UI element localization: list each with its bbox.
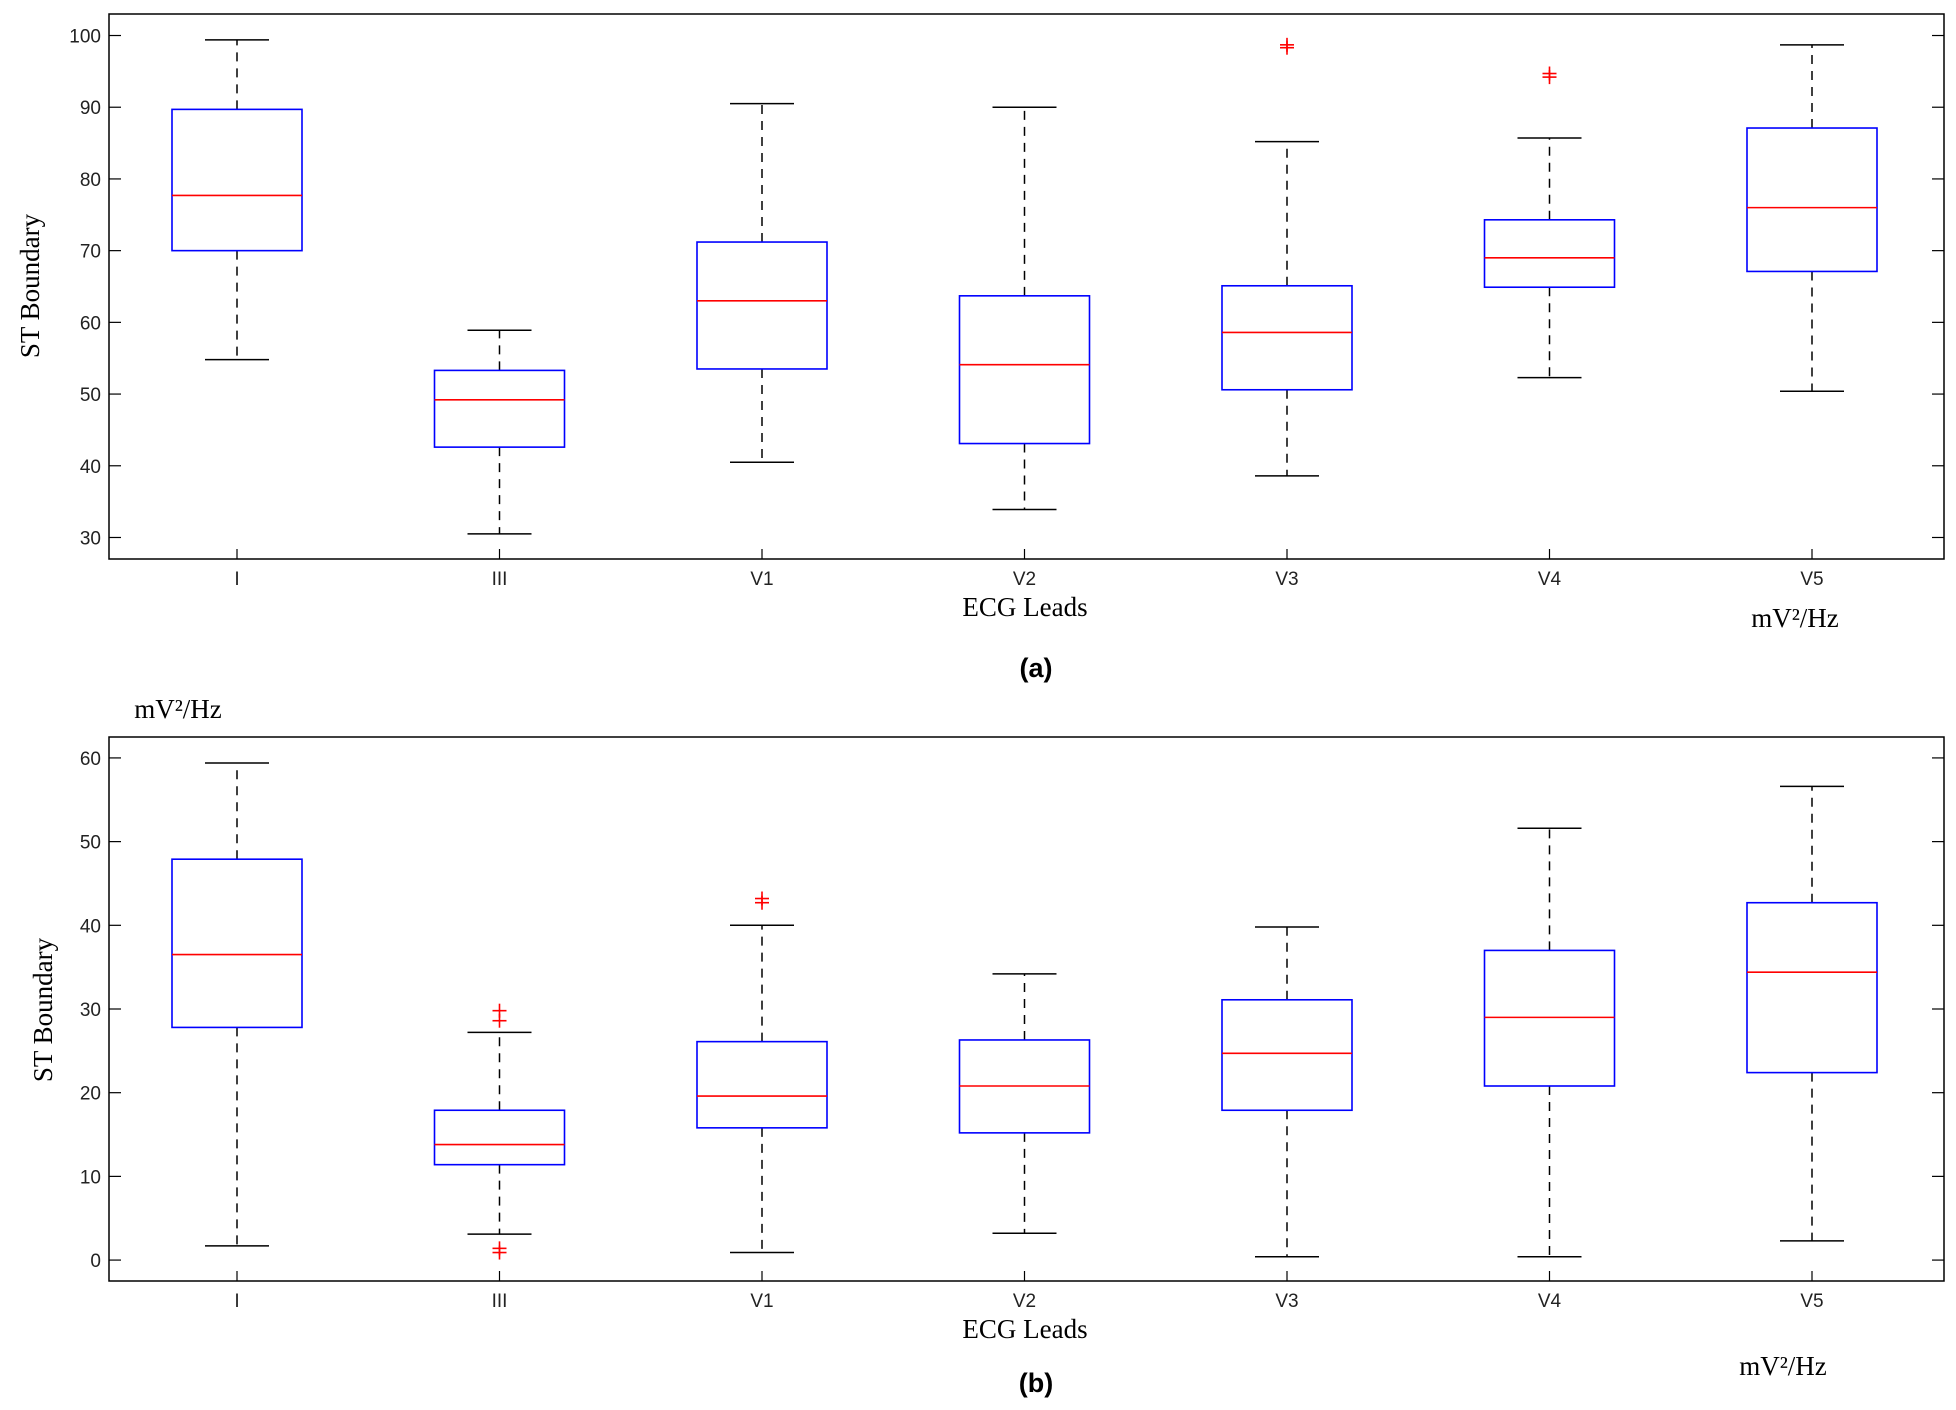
- y-tick-label: 80: [80, 170, 101, 191]
- y-tick-label: 40: [80, 916, 101, 937]
- outlier-marker: [1280, 37, 1294, 52]
- y-axis-label-a: ST Boundary: [15, 213, 45, 358]
- outlier-marker: [492, 1003, 507, 1018]
- iqr-box: [433, 1109, 566, 1166]
- x-tick-label: III: [492, 569, 508, 590]
- y-tick-label: 50: [80, 385, 101, 406]
- box-v1: [696, 891, 828, 1254]
- x-tick-label: V2: [1013, 1291, 1036, 1312]
- x-tick-label: I: [234, 569, 239, 590]
- x-tick-label: V5: [1800, 1291, 1823, 1312]
- panel-tag-b: (b): [1019, 1368, 1053, 1398]
- unit-label-b-top: mV²/Hz: [134, 694, 222, 724]
- y-tick-label: 20: [80, 1084, 101, 1105]
- x-tick-label: V4: [1538, 1291, 1562, 1312]
- box-i: [171, 39, 303, 361]
- outlier-marker: [755, 891, 769, 906]
- box-iii: [433, 1003, 566, 1260]
- iqr-box: [1221, 998, 1353, 1112]
- y-tick-label: 50: [80, 833, 101, 854]
- y-tick-label: 90: [80, 98, 101, 119]
- x-tick-label: V5: [1800, 569, 1823, 590]
- box-v1: [696, 102, 828, 463]
- box-v2: [958, 106, 1091, 511]
- panel-tag-a: (a): [1020, 653, 1053, 683]
- y-tick-label: 60: [80, 749, 101, 770]
- iqr-box: [171, 108, 303, 252]
- x-axis-label-b: ECG Leads: [962, 1314, 1087, 1344]
- outlier-marker: [1542, 66, 1557, 81]
- unit-label-b-bottom: mV²/Hz: [1739, 1351, 1827, 1381]
- plot-frame-a: [108, 13, 1945, 560]
- box-v4: [1483, 827, 1616, 1258]
- iqr-box: [1221, 284, 1353, 391]
- y-tick-label: 30: [80, 528, 101, 549]
- box-v2: [958, 973, 1091, 1235]
- box-v5: [1746, 785, 1878, 1242]
- outlier-marker: [492, 1241, 507, 1256]
- iqr-box: [696, 1040, 828, 1129]
- iqr-box: [433, 369, 566, 448]
- boxplot-panel-b: mV²/Hz ST Boundary ECG Leads (b) mV²/Hz …: [28, 694, 1945, 1398]
- x-tick-label: V2: [1013, 569, 1036, 590]
- iqr-box: [1483, 949, 1616, 1087]
- box-v3: [1221, 37, 1353, 477]
- y-tick-label: 100: [69, 27, 101, 48]
- box-iii: [433, 329, 566, 535]
- y-axis-label-b: ST Boundary: [28, 937, 58, 1082]
- iqr-box: [958, 295, 1091, 445]
- y-tick-label: 40: [80, 457, 101, 478]
- iqr-box: [1746, 901, 1878, 1074]
- box-v5: [1746, 44, 1878, 392]
- x-tick-label: V1: [750, 569, 773, 590]
- iqr-box: [696, 241, 828, 370]
- box-v3: [1221, 926, 1353, 1258]
- x-tick-label: III: [492, 1291, 508, 1312]
- x-tick-label: V3: [1275, 569, 1298, 590]
- y-tick-label: 30: [80, 1000, 101, 1021]
- y-tick-label: 10: [80, 1167, 101, 1188]
- x-tick-label: I: [234, 1291, 239, 1312]
- x-axis-label-a: ECG Leads: [962, 592, 1087, 622]
- box-i: [171, 762, 303, 1247]
- y-tick-label: 60: [80, 313, 101, 334]
- x-tick-label: V3: [1275, 1291, 1298, 1312]
- iqr-box: [1483, 219, 1616, 289]
- y-tick-label: 0: [90, 1251, 101, 1272]
- x-tick-label: V4: [1538, 569, 1562, 590]
- iqr-box: [171, 858, 303, 1029]
- x-tick-label: V1: [750, 1291, 773, 1312]
- box-v4: [1483, 66, 1616, 379]
- y-tick-label: 70: [80, 242, 101, 263]
- unit-label-a: mV²/Hz: [1751, 603, 1839, 633]
- iqr-box: [1746, 127, 1878, 273]
- boxplot-panel-a: ST Boundary ECG Leads mV²/Hz (a) 30 40 50 6…: [15, 13, 1945, 683]
